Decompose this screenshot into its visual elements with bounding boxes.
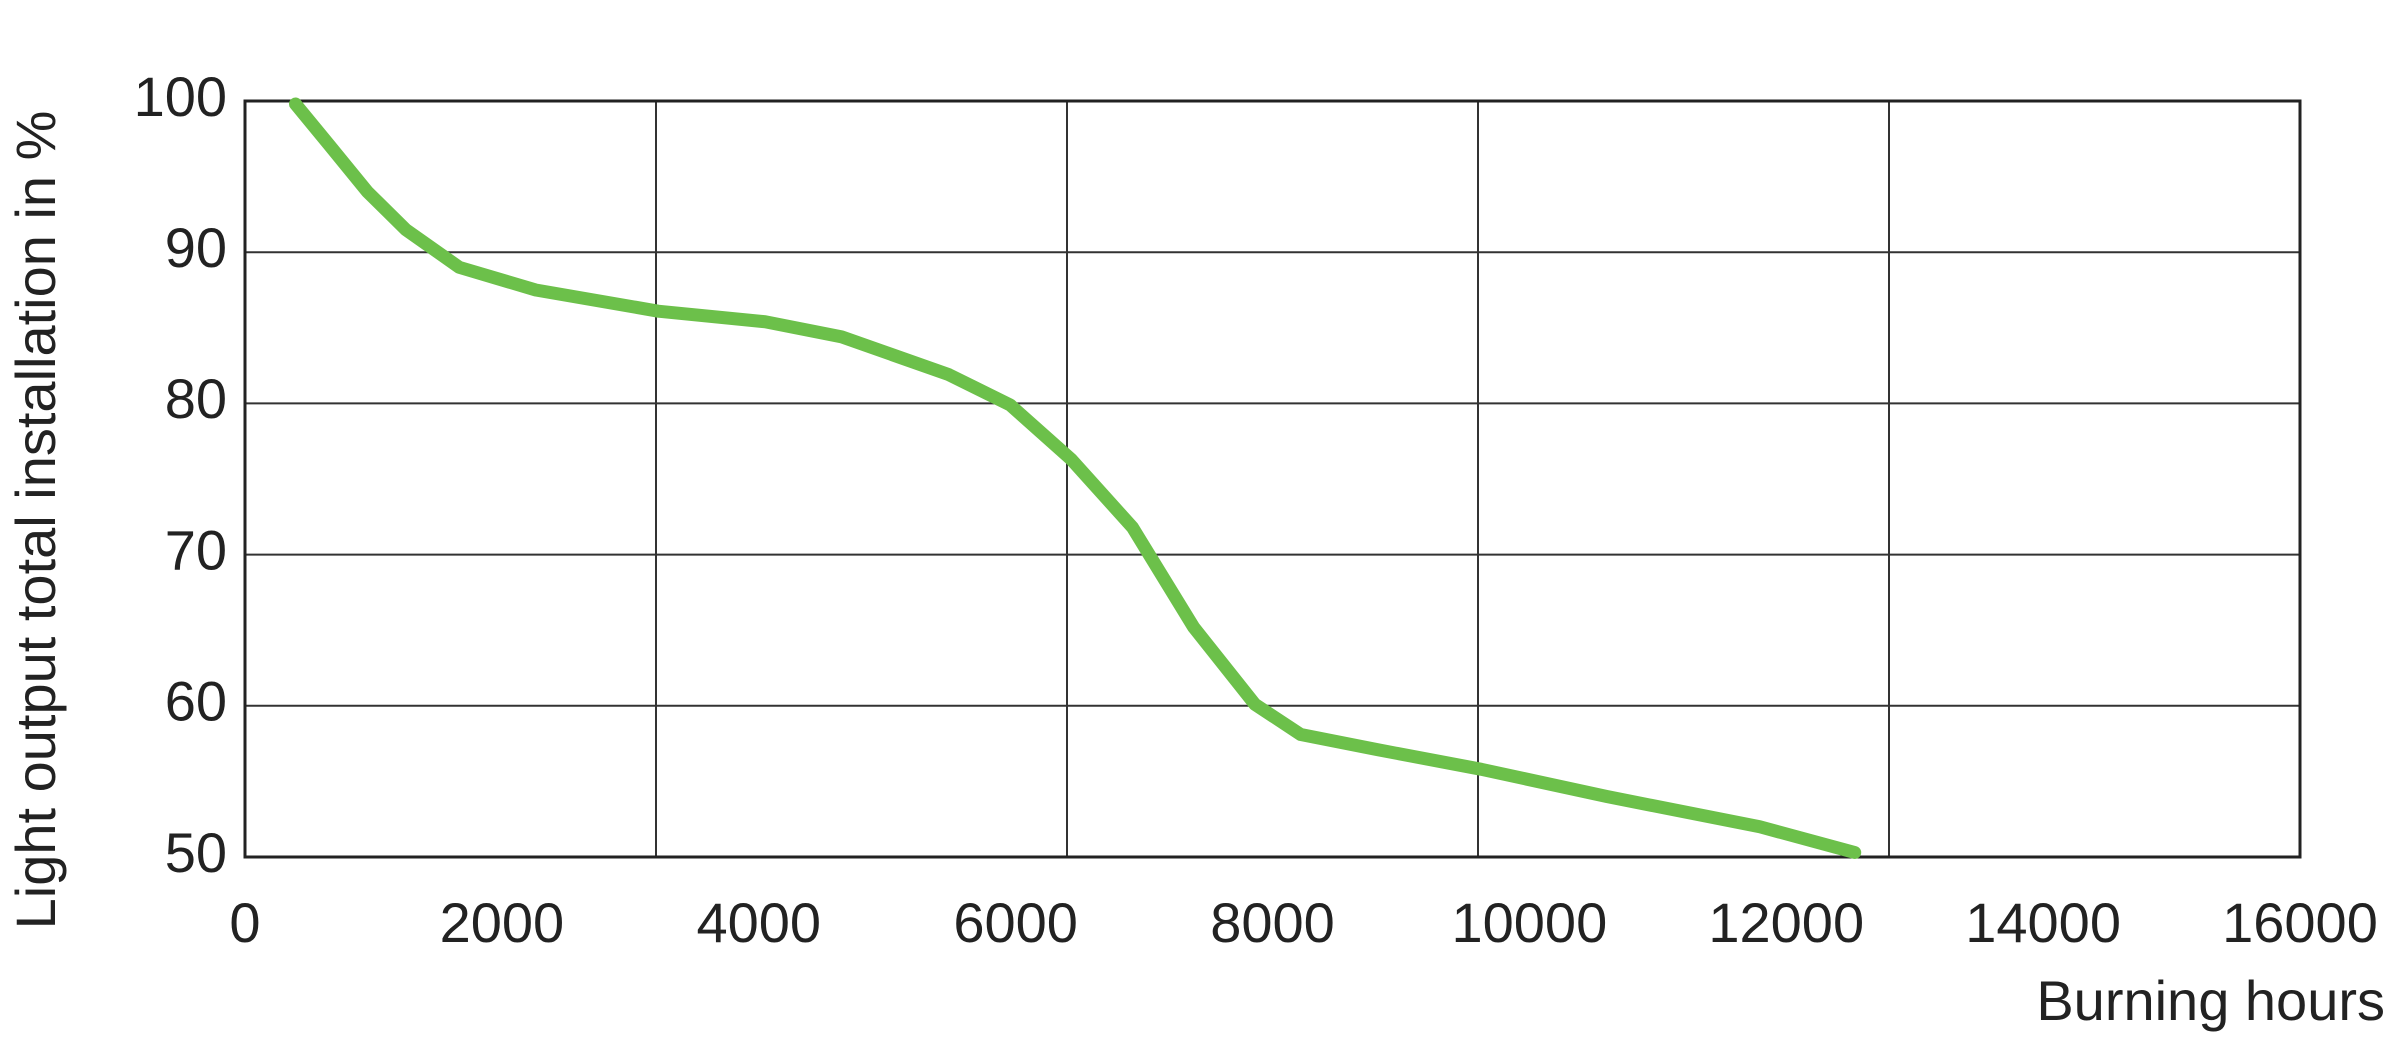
y-tick-label: 100 xyxy=(134,65,227,128)
x-tick-label: 16000 xyxy=(2222,891,2378,954)
y-tick-label: 60 xyxy=(165,670,227,733)
x-tick-label: 6000 xyxy=(953,891,1078,954)
x-tick-label: 2000 xyxy=(440,891,565,954)
data-line xyxy=(288,97,1862,859)
plot-border xyxy=(243,99,2302,859)
x-tick-label: 12000 xyxy=(1708,891,1864,954)
x-tick-label: 10000 xyxy=(1452,891,1608,954)
x-tick-label: 0 xyxy=(229,891,260,954)
x-tick-label: 8000 xyxy=(1210,891,1335,954)
x-axis-label: Burning hours xyxy=(2036,969,2385,1032)
x-tick-label: 4000 xyxy=(696,891,821,954)
y-tick-label: 70 xyxy=(165,518,227,581)
y-axis-label: Light output total installation in % xyxy=(4,111,67,930)
x-tick-label: 14000 xyxy=(1965,891,2121,954)
y-tick-label: 90 xyxy=(165,216,227,279)
y-tick-label: 80 xyxy=(165,367,227,430)
y-tick-label: 50 xyxy=(165,821,227,884)
